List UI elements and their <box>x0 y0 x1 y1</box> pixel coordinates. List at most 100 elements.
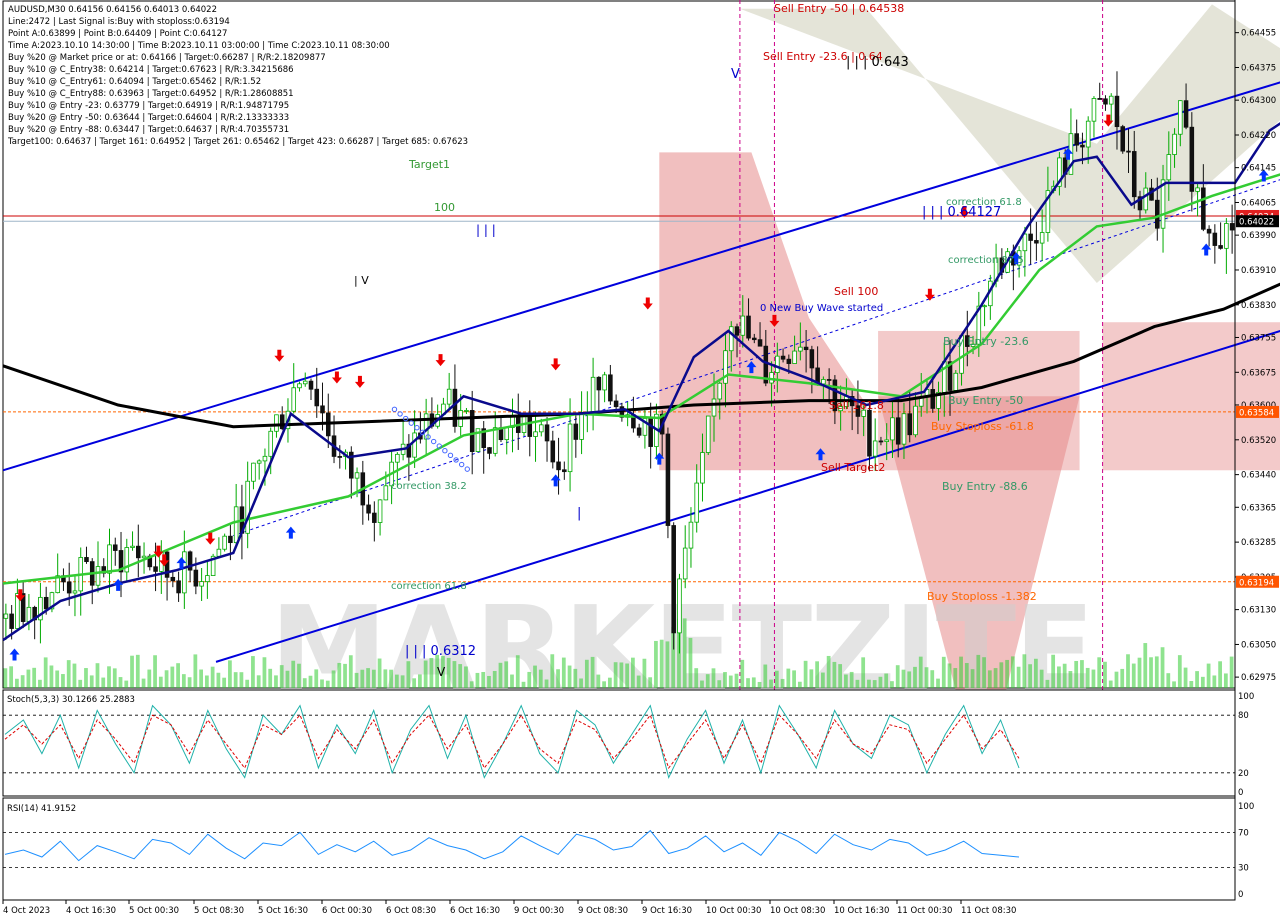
candle-body <box>222 535 227 550</box>
candle-body <box>291 387 297 412</box>
volume-bar <box>331 670 336 688</box>
volume-bar <box>89 675 94 688</box>
volume-bar <box>84 668 88 688</box>
candle-body <box>803 346 809 351</box>
candle-body <box>1045 190 1051 233</box>
volume-bar <box>751 677 756 688</box>
volume-bar <box>32 667 37 688</box>
volume-bar <box>141 678 146 688</box>
volume-bar <box>527 671 532 688</box>
volume-bar <box>861 657 866 688</box>
candle-body <box>1212 232 1218 246</box>
volume-bar <box>757 681 762 688</box>
price-tick-label: 0.63830 <box>1241 301 1276 311</box>
candle-body <box>66 581 72 594</box>
candle-body <box>982 305 987 308</box>
volume-bar <box>446 657 451 688</box>
candle-body <box>533 431 538 437</box>
hatch-dot <box>402 415 409 422</box>
candle-body <box>274 414 279 432</box>
volume-bar <box>435 654 440 688</box>
volume-bar <box>1143 643 1148 688</box>
annotation-sell-target2: Sell Target2 <box>821 461 885 474</box>
header-line-8: Buy %10 @ Entry -23: 0.63779 | Target:0.… <box>8 101 289 111</box>
hatch-dot <box>453 457 459 463</box>
annotation-buy-stoploss-1382: Buy Stoploss -1.382 <box>927 590 1037 603</box>
annotation-wave-bottom: | | | 0.6312 <box>405 644 476 659</box>
candle-body <box>1172 133 1177 155</box>
hatch-dot <box>464 466 470 472</box>
volume-bar <box>251 656 255 688</box>
volume-bar <box>567 665 572 688</box>
volume-bar <box>970 669 975 688</box>
volume-bar <box>711 668 716 688</box>
volume-bar <box>164 670 169 688</box>
volume-bar <box>245 679 250 688</box>
volume-bar <box>498 662 503 688</box>
candle-body <box>469 410 475 452</box>
volume-bar <box>844 674 848 688</box>
volume-bar <box>1149 657 1153 688</box>
candle-body <box>1206 228 1212 234</box>
time-tick-label: 11 Oct 00:30 <box>897 906 952 916</box>
volume-bar <box>717 680 722 688</box>
buy-arrow-icon <box>285 526 296 539</box>
volume-bar <box>895 665 900 688</box>
candle-body <box>705 415 711 453</box>
volume-bar <box>72 663 77 688</box>
volume-bar <box>26 669 31 688</box>
candle-body <box>821 379 826 385</box>
volume-bar <box>809 669 814 688</box>
candle-body <box>492 427 498 454</box>
time-tick-label: 4 Oct 16:30 <box>66 906 116 916</box>
candle-body <box>297 383 302 389</box>
candle-body <box>107 544 112 574</box>
candle-body <box>15 593 20 629</box>
candle-body <box>199 581 204 587</box>
buy-arrow-icon <box>1063 147 1074 160</box>
price-tick-label: 0.64375 <box>1241 63 1276 73</box>
candle-body <box>55 575 60 594</box>
candle-body <box>573 423 579 440</box>
volume-bar <box>1080 660 1084 688</box>
stoch-main-line <box>4 704 1020 780</box>
volume-bar <box>613 662 618 688</box>
time-tick-label: 4 Oct 2023 <box>3 906 50 916</box>
volume-bar <box>1051 654 1056 688</box>
channel-lower <box>215 329 1280 663</box>
annotation-correction-382: correction 38.2 <box>391 481 467 492</box>
price-tick-label: 0.63440 <box>1241 471 1276 481</box>
buy-arrow-icon <box>550 474 561 487</box>
candle-body <box>717 382 723 400</box>
annotation-correction-618-left: correction 61.8 <box>391 581 467 592</box>
time-tick-label: 6 Oct 08:30 <box>386 906 436 916</box>
volume-bar <box>262 657 267 688</box>
candle-body <box>596 376 602 391</box>
volume-bar <box>308 675 313 688</box>
volume-bar <box>602 681 606 688</box>
annotation-sell-entry-50: Sell Entry -50 | 0.64538 <box>774 2 904 15</box>
candle-body <box>26 606 32 622</box>
candle-body <box>268 430 273 457</box>
header-line-7: Buy %10 @ C_Entry88: 0.63963 | Target:0.… <box>8 89 294 99</box>
volume-bar <box>533 665 537 688</box>
volume-bar <box>867 679 871 688</box>
volume-bar <box>993 668 998 688</box>
price-badge-current: 0.64022 <box>1239 218 1274 228</box>
volume-bar <box>256 675 261 688</box>
header-line-4: Buy %20 @ Market price or at: 0.64166 | … <box>8 53 326 63</box>
volume-bar <box>1218 661 1222 688</box>
buy-arrow-icon <box>746 361 757 374</box>
annotation-target1: Target1 <box>408 158 450 171</box>
price-tick-label: 0.63365 <box>1241 503 1276 513</box>
sell-arrow-icon <box>274 349 285 362</box>
volume-bar <box>654 640 658 688</box>
candle-body <box>757 339 763 347</box>
candle-body <box>1028 233 1033 241</box>
candle-body <box>700 452 705 484</box>
sell-zone-left <box>659 152 867 471</box>
candle-body <box>809 349 815 369</box>
volume-bar <box>820 672 825 688</box>
volume-bar <box>1160 647 1165 688</box>
